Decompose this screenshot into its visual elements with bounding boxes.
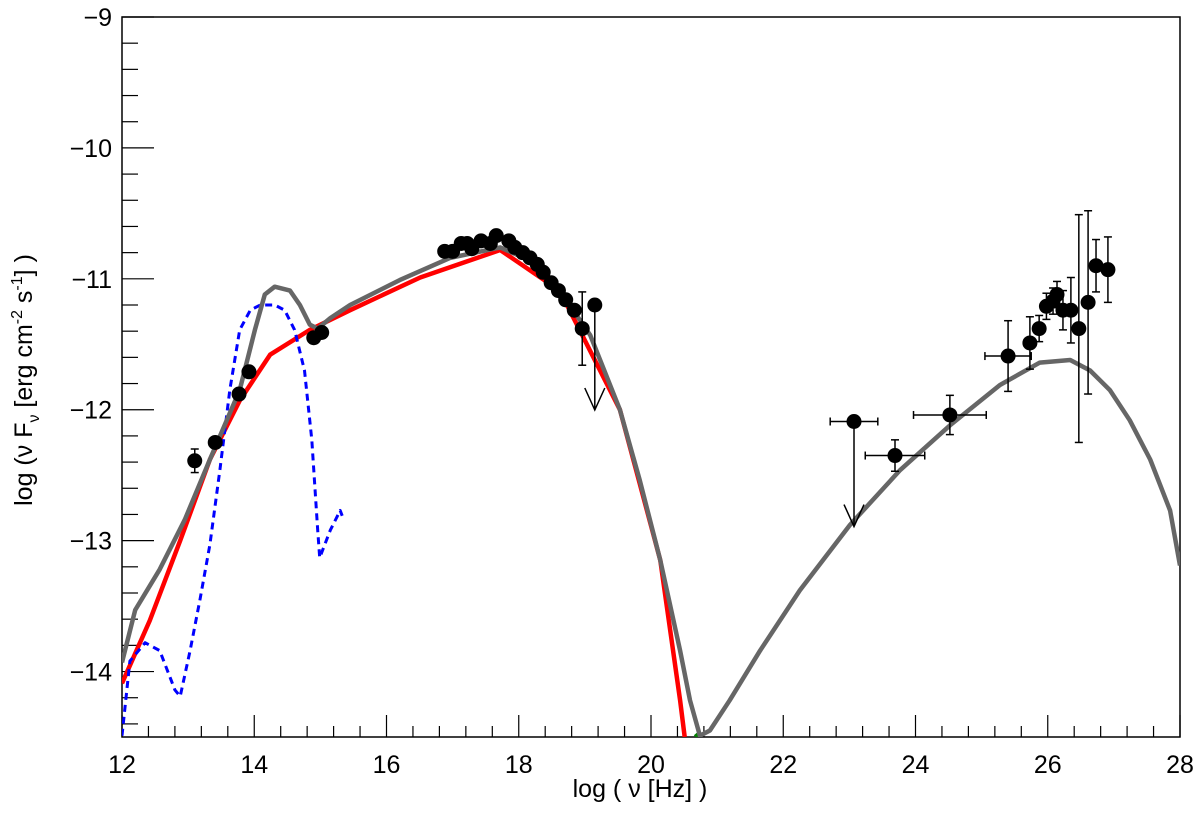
data-point bbox=[942, 407, 958, 423]
y-label-part: s bbox=[10, 291, 38, 310]
x-tick-label: 22 bbox=[769, 751, 797, 779]
arrow-head bbox=[843, 504, 865, 529]
data-point bbox=[574, 321, 590, 337]
model-curve bbox=[122, 247, 687, 737]
y-tick-label: −10 bbox=[70, 135, 112, 163]
y-tick-label: −12 bbox=[70, 397, 112, 425]
model-curve bbox=[122, 245, 1180, 737]
y-tick-label: −14 bbox=[70, 659, 113, 687]
data-point bbox=[587, 297, 603, 313]
y-label-part: [erg cm bbox=[10, 324, 38, 414]
x-tick-label: 16 bbox=[373, 751, 401, 779]
x-tick-label: 24 bbox=[902, 751, 930, 779]
x-tick-label: 18 bbox=[505, 751, 533, 779]
data-point bbox=[187, 453, 203, 469]
model-curve bbox=[122, 303, 344, 736]
y-label-sub: ν bbox=[26, 415, 43, 423]
x-tick-label: 20 bbox=[637, 751, 665, 779]
data-point bbox=[488, 228, 504, 244]
plot-frame bbox=[121, 16, 1181, 738]
data-point bbox=[558, 292, 574, 308]
data-point bbox=[231, 386, 247, 402]
x-tick-label: 26 bbox=[1034, 751, 1062, 779]
x-axis-label: log ( ν [Hz] ) bbox=[573, 775, 708, 803]
arrow-head bbox=[584, 387, 606, 412]
data-point bbox=[566, 302, 582, 318]
data-point bbox=[1071, 321, 1087, 337]
data-point bbox=[207, 434, 223, 450]
data-point bbox=[1080, 294, 1096, 310]
x-tick-label: 14 bbox=[240, 751, 268, 779]
x-tick-label: 28 bbox=[1166, 751, 1194, 779]
y-tick-label: −9 bbox=[83, 4, 112, 32]
data-point bbox=[1022, 335, 1038, 351]
data-point bbox=[535, 264, 551, 280]
y-tick-label: −11 bbox=[71, 266, 112, 294]
y-label-sup: -2 bbox=[9, 310, 26, 324]
data-point bbox=[1063, 302, 1079, 318]
y-label-part: log (ν F bbox=[10, 423, 38, 506]
x-tick-label: 12 bbox=[108, 751, 136, 779]
data-point bbox=[1100, 262, 1116, 278]
data-point bbox=[846, 414, 862, 430]
data-point bbox=[241, 364, 257, 380]
data-point bbox=[1031, 321, 1047, 337]
data-point bbox=[314, 324, 330, 340]
data-point bbox=[1088, 258, 1104, 274]
y-tick-label: −13 bbox=[70, 528, 112, 556]
y-axis-label: log (ν Fν [erg cm-2 s-1] ) bbox=[9, 254, 43, 506]
y-label-part: ] ) bbox=[10, 254, 38, 276]
data-point bbox=[887, 448, 903, 464]
data-point bbox=[1000, 348, 1016, 364]
y-label-sup: -1 bbox=[9, 276, 26, 290]
